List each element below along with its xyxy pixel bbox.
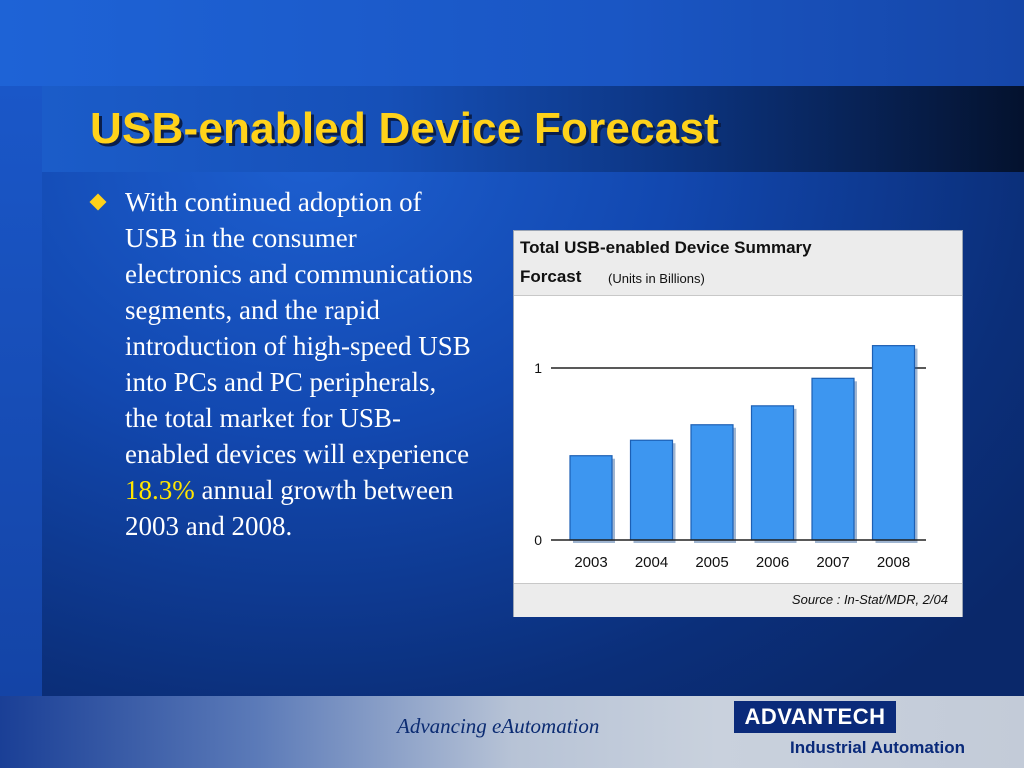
logo-subtitle: Industrial Automation [790,738,966,757]
title-band [42,86,1024,172]
chart-header: Total USB-enabled Device Summary Forcast… [514,231,962,296]
bar-2003 [569,455,613,541]
chart-subtitle: (Units in Billions) [608,271,705,286]
x-tick-label: 2003 [574,554,607,571]
left-column-band [0,86,42,696]
logo-text: ADVANTECH [744,704,886,729]
bar-2005 [690,424,734,541]
chart-source: Source : In-Stat/MDR, 2/04 [791,592,948,607]
bullet-text-post: annual growth between 2003 and 2008. [125,475,454,541]
bullet-text-pre: With continued adoption of USB in the co… [125,187,473,469]
slide-title: USB-enabled Device Forecast [90,104,719,153]
bar-2004 [629,439,674,541]
bar-chart: 0 1 2003 2004 2005 2006 2007 2008 [534,345,926,571]
bar-2006 [750,405,795,541]
chart-title: Total USB-enabled Device Summary [520,238,812,257]
x-tick-label: 2006 [756,554,789,571]
growth-rate-highlight: 18.3% [125,475,195,505]
top-band [0,0,1024,86]
chart-footer: Source : In-Stat/MDR, 2/04 [514,583,962,617]
footer-tagline: Advancing eAutomation [397,714,600,738]
bar-2007 [811,377,855,541]
x-tick-label: 2007 [816,554,849,571]
bar-2008 [871,345,916,541]
y-tick-label: 0 [534,532,542,548]
bullet-text: With continued adoption of USB in the co… [125,184,475,544]
chart-card: Total USB-enabled Device Summary Forcast… [513,230,963,617]
x-tick-label: 2004 [635,554,668,571]
advantech-logo: ADVANTECH [734,701,896,733]
x-tick-label: 2008 [877,554,910,571]
x-tick-label: 2005 [695,554,728,571]
y-tick-label: 1 [534,360,542,376]
chart-title-line2: Forcast [520,267,582,286]
